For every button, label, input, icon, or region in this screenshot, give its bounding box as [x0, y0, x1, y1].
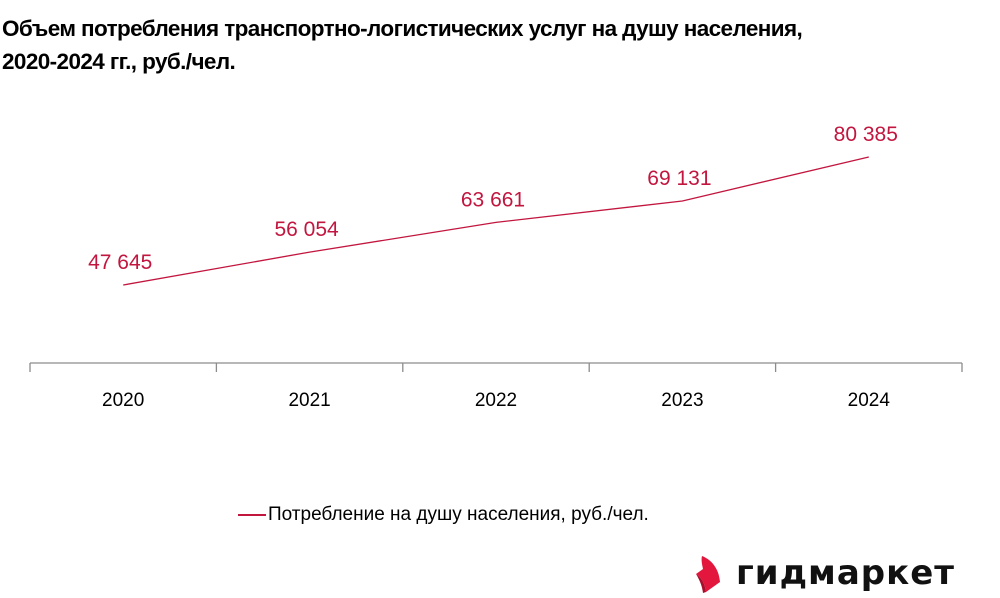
series-line — [123, 156, 869, 286]
data-label: 56 054 — [274, 218, 339, 241]
chart-title-line-2: 2020-2024 гг., руб./чел. — [2, 49, 236, 74]
chart-title-line-1: Объем потребления транспортно-логистичес… — [2, 16, 803, 41]
x-axis-label: 2020 — [102, 390, 144, 411]
data-label: 80 385 — [834, 123, 898, 146]
logo-text: гидмаркет — [736, 553, 955, 593]
brand-logo: гидмаркет — [694, 552, 955, 594]
data-label: 47 645 — [88, 251, 152, 274]
legend-line-marker — [238, 514, 266, 516]
data-labels: 47 645 56 054 63 661 69 131 80 385 — [88, 123, 898, 274]
x-axis-label: 2022 — [475, 390, 517, 411]
x-axis-label: 2021 — [288, 390, 330, 411]
gidmarket-logo-icon — [696, 556, 720, 593]
legend-label: Потребление на душу населения, руб./чел. — [268, 504, 649, 525]
chart-title: Объем потребления транспортно-логистичес… — [2, 12, 1000, 78]
x-axis-label: 2024 — [848, 390, 891, 411]
x-axis: 2020 2021 2022 2023 2024 — [29, 362, 963, 411]
data-label: 63 661 — [461, 188, 525, 211]
x-axis-label: 2023 — [661, 390, 703, 411]
data-label: 69 131 — [647, 167, 711, 190]
legend: Потребление на душу населения, руб./чел. — [238, 504, 649, 526]
